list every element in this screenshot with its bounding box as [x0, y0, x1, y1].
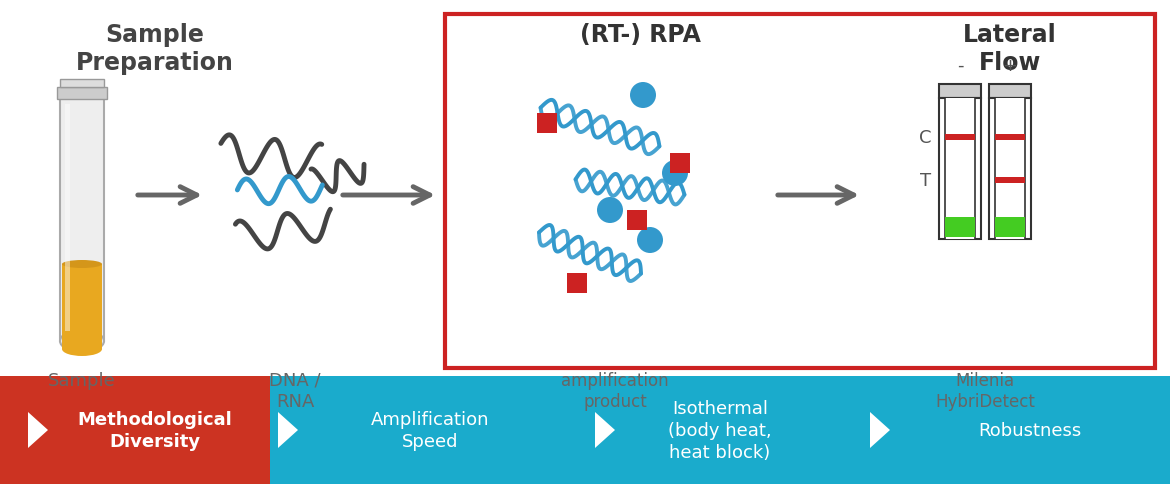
Bar: [670, 154, 690, 174]
Circle shape: [597, 197, 622, 224]
Text: Methodological
Diversity: Methodological Diversity: [77, 410, 233, 450]
Text: T: T: [920, 171, 931, 189]
Text: Amplification
Speed: Amplification Speed: [371, 410, 489, 450]
Polygon shape: [278, 412, 298, 448]
Ellipse shape: [62, 342, 102, 356]
Bar: [945, 135, 975, 141]
Bar: [994, 217, 1025, 238]
Bar: [945, 99, 975, 240]
Bar: [567, 273, 587, 293]
Text: (RT-) RPA: (RT-) RPA: [579, 23, 701, 47]
Bar: [60, 80, 104, 88]
Ellipse shape: [60, 330, 104, 352]
Text: amplification
product: amplification product: [562, 371, 669, 410]
Text: Lateral
Flow: Lateral Flow: [963, 23, 1057, 75]
Bar: [57, 88, 106, 100]
Bar: [940, 99, 980, 240]
Text: Robustness: Robustness: [978, 421, 1081, 439]
Bar: [627, 211, 647, 230]
Circle shape: [629, 83, 656, 109]
Bar: [445, 15, 1155, 368]
Bar: [940, 85, 980, 99]
Text: +: +: [1003, 57, 1018, 75]
Bar: [994, 135, 1025, 141]
Circle shape: [636, 227, 663, 254]
Bar: [537, 114, 557, 134]
Text: Isothermal
(body heat,
heat block): Isothermal (body heat, heat block): [668, 399, 772, 461]
Bar: [270, 376, 1170, 484]
Bar: [989, 85, 1031, 99]
Text: Sample
Preparation: Sample Preparation: [76, 23, 234, 75]
Text: DNA /
RNA: DNA / RNA: [269, 371, 321, 410]
Bar: [945, 217, 975, 238]
Text: Sample: Sample: [48, 371, 116, 389]
Bar: [62, 264, 102, 349]
Bar: [60, 95, 104, 341]
Text: Milenia
HybriDetect: Milenia HybriDetect: [935, 371, 1035, 410]
Bar: [989, 99, 1031, 240]
Bar: [994, 99, 1025, 240]
Bar: [66, 105, 70, 332]
Bar: [0, 376, 270, 484]
Polygon shape: [28, 412, 48, 448]
Polygon shape: [596, 412, 615, 448]
Text: C: C: [918, 129, 931, 147]
Ellipse shape: [62, 260, 102, 269]
Text: -: -: [957, 57, 963, 75]
Circle shape: [662, 161, 688, 187]
Polygon shape: [870, 412, 890, 448]
Bar: [994, 178, 1025, 183]
